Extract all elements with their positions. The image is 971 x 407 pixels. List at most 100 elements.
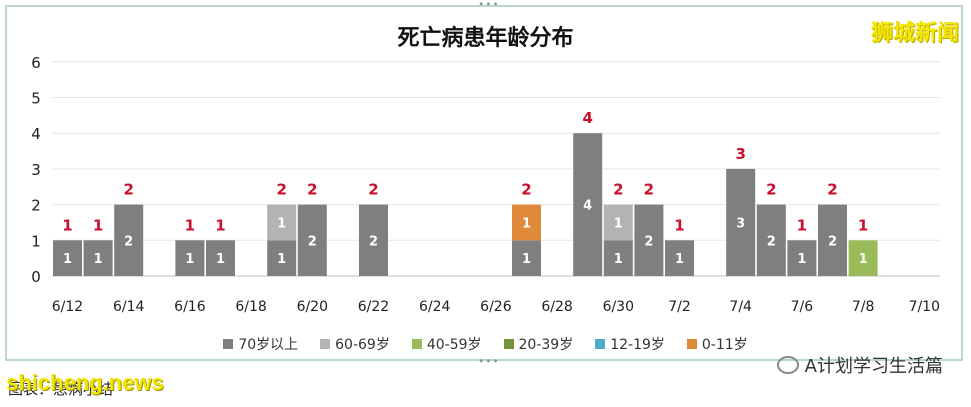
- bar-value-label: 1: [277, 252, 286, 267]
- bar-value-label: 1: [614, 216, 623, 231]
- bar-segment: [53, 240, 82, 276]
- x-tick-label: 6/20: [297, 299, 328, 315]
- bar-segment: [573, 133, 603, 276]
- figure-caption: 图表：患病小结: [8, 380, 114, 398]
- legend-swatch: [686, 339, 697, 349]
- y-tick-label: 4: [31, 125, 41, 143]
- legend-item: 70岁以上: [223, 334, 298, 354]
- y-tick-label: 2: [31, 197, 41, 215]
- bar-total-label: 1: [858, 216, 868, 234]
- bar-value-label: 3: [736, 216, 745, 231]
- bar-value-label: 1: [63, 252, 72, 267]
- bar-total-label: 2: [276, 181, 286, 199]
- legend-label: 40-59岁: [426, 337, 482, 353]
- y-tick-label: 5: [31, 90, 41, 108]
- y-tick-label: 0: [31, 268, 41, 286]
- bar-value-label: 1: [185, 252, 194, 267]
- bar-value-label: 1: [859, 252, 868, 267]
- y-tick-label: 3: [31, 161, 41, 179]
- y-tick-label: 6: [31, 54, 41, 72]
- bar-total-label: 1: [62, 216, 72, 234]
- bar-segment: [297, 204, 327, 276]
- legend-label: 60-69岁: [335, 337, 390, 353]
- bar-segment: [634, 204, 664, 276]
- bar-value-label: 1: [216, 252, 225, 267]
- bar-segment: [818, 204, 847, 276]
- wechat-icon: [776, 356, 799, 374]
- legend-item: 12-19岁: [595, 334, 665, 354]
- bar-segment: [83, 240, 113, 276]
- legend-label: 20-39岁: [518, 337, 574, 353]
- bar-segment: [665, 240, 694, 276]
- bar-total-label: 2: [123, 181, 133, 199]
- bar-value-label: 1: [522, 252, 531, 267]
- legend-item: 0-11岁: [686, 334, 748, 354]
- bar-segment: [756, 204, 786, 276]
- legend-swatch: [223, 339, 234, 349]
- bar-segment: [114, 204, 144, 276]
- x-tick-label: 6/18: [235, 299, 266, 315]
- bar-total-label: 2: [307, 181, 317, 199]
- bar-total-label: 2: [644, 181, 654, 199]
- chart-legend: 70岁以上 60-69岁 40-59岁 20-39岁 12-19岁 0-11岁: [0, 334, 971, 354]
- bar-value-label: 2: [828, 234, 837, 249]
- bar-total-label: 2: [827, 181, 837, 199]
- bar-segment: [175, 240, 205, 276]
- legend-label: 70岁以上: [238, 337, 299, 353]
- x-tick-label: 7/10: [909, 299, 940, 315]
- bar-value-label: 2: [644, 234, 653, 249]
- x-tick-label: 7/6: [791, 299, 814, 315]
- bar-segment: [848, 240, 878, 276]
- bar-segment: [267, 240, 297, 276]
- wechat-account-name: A计划学习生活篇: [804, 356, 943, 377]
- bar-total-label: 1: [215, 216, 225, 234]
- watermark-logo-bottom: shicheng.news: [6, 370, 164, 395]
- bar-segment: [512, 240, 541, 276]
- x-tick-label: 6/24: [419, 299, 451, 315]
- bar-segment: [726, 168, 756, 276]
- bar-segment: [267, 204, 297, 241]
- x-tick-label: 6/16: [174, 299, 206, 315]
- bar-value-label: 1: [797, 252, 806, 267]
- x-tick-label: 6/12: [52, 299, 83, 315]
- chart-frame: [5, 5, 963, 361]
- bar-segment: [787, 240, 817, 276]
- legend-item: 60-69岁: [320, 334, 390, 354]
- bar-value-label: 2: [308, 234, 317, 249]
- x-tick-label: 6/28: [541, 299, 572, 315]
- resize-handle-bottom[interactable]: ∙∙∙: [478, 356, 500, 367]
- legend-label: 0-11岁: [701, 337, 748, 353]
- bar-value-label: 2: [767, 234, 776, 249]
- bar-total-label: 2: [521, 181, 531, 199]
- bar-value-label: 1: [94, 252, 103, 267]
- bar-segment: [359, 204, 388, 276]
- bar-segment: [206, 240, 235, 276]
- bar-total-label: 2: [766, 181, 776, 199]
- bar-total-label: 1: [93, 216, 103, 234]
- x-tick-label: 6/26: [480, 299, 512, 315]
- y-tick-label: 1: [31, 232, 41, 250]
- legend-item: 20-39岁: [503, 334, 574, 354]
- watermark-logo-top: 狮城新闻: [870, 21, 959, 46]
- bar-segment: [603, 204, 633, 241]
- bar-value-label: 1: [675, 252, 684, 267]
- bar-total-label: 2: [613, 181, 623, 199]
- bar-total-label: 4: [582, 109, 592, 127]
- x-tick-label: 6/30: [603, 299, 634, 315]
- bar-total-label: 2: [368, 181, 378, 199]
- legend-item: 40-59岁: [411, 334, 482, 354]
- legend-swatch: [595, 339, 606, 349]
- bar-value-label: 1: [277, 216, 286, 231]
- bar-value-label: 1: [614, 252, 623, 267]
- chart-title: 死亡病患年龄分布: [397, 26, 574, 51]
- bar-total-label: 3: [735, 145, 745, 163]
- x-tick-label: 6/14: [113, 299, 145, 315]
- legend-swatch: [503, 339, 514, 349]
- x-tick-label: 7/8: [852, 299, 875, 315]
- bar-value-label: 2: [124, 234, 133, 249]
- bar-segment: [512, 204, 541, 241]
- bar-segment: [603, 240, 633, 276]
- bar-total-label: 1: [185, 216, 195, 234]
- bar-total-label: 1: [674, 216, 684, 234]
- legend-swatch: [320, 339, 331, 349]
